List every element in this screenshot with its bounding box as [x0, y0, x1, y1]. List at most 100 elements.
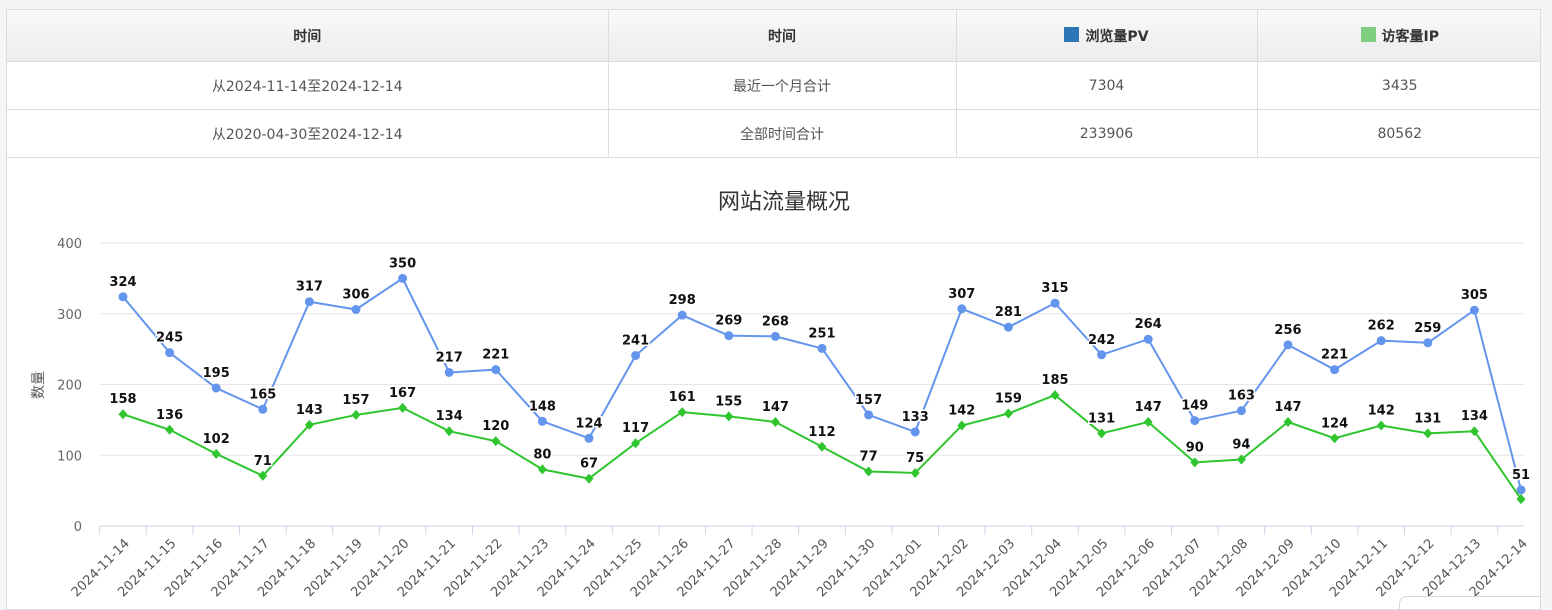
floating-tool-widget[interactable]: [1399, 596, 1540, 609]
series-1-point: [1143, 334, 1153, 344]
series-2-data-label: 147: [762, 400, 789, 415]
series-1-data-label: 51: [1512, 468, 1530, 483]
series-1-data-label: 148: [529, 399, 556, 414]
series-1-point: [1097, 350, 1107, 360]
series-1-point: [1283, 340, 1293, 350]
series-2-data-label: 136: [156, 408, 183, 423]
traffic-summary-table: 时间 时间 浏览量PV 访客量IP 从2024-11-14至2024-12-14…: [7, 10, 1540, 158]
series-2-data-label: 77: [860, 450, 878, 465]
series-2-data-label: 131: [1088, 411, 1115, 426]
traffic-line-chart: 网站流量概况 数量 01002003004002024-11-142024-11…: [31, 190, 1532, 600]
table-row: 从2020-04-30至2024-12-14 全部时间合计 233906 805…: [7, 109, 1540, 158]
series-1-data-label: 305: [1461, 288, 1488, 303]
series-2-point: [118, 409, 128, 420]
y-tick-label: 300: [57, 308, 82, 323]
row-ip: 3435: [1256, 61, 1540, 110]
series-1-data-label: 324: [109, 275, 136, 290]
header-period: 时间: [607, 10, 957, 62]
series-1-point: [1516, 485, 1526, 495]
series-2-data-label: 157: [342, 393, 369, 408]
row-ip: 80562: [1256, 109, 1540, 158]
row-time-range: 从2024-11-14至2024-12-14: [7, 61, 609, 110]
series-1-point: [910, 427, 920, 437]
series-2-point: [1236, 454, 1246, 465]
header-time-range: 时间: [7, 10, 609, 62]
series-2-point: [1050, 390, 1060, 401]
series-2-data-label: 94: [1232, 437, 1250, 452]
series-1-point: [864, 410, 874, 420]
series-2-point: [1423, 428, 1433, 439]
series-2-point: [677, 407, 687, 418]
row-time-range: 从2020-04-30至2024-12-14: [7, 109, 609, 158]
series-1-point: [537, 416, 547, 426]
series-2-data-label: 131: [1414, 411, 1441, 426]
series-1-data-label: 256: [1274, 323, 1301, 338]
chart-title: 网站流量概况: [718, 190, 850, 215]
series-2-data-label: 159: [995, 392, 1022, 407]
series-1-point: [211, 383, 221, 393]
series-1-point: [165, 348, 175, 358]
series-2-point: [1330, 433, 1340, 444]
header-ip: 访客量IP: [1256, 10, 1540, 62]
series-2-data-label: 75: [906, 451, 924, 466]
series-2-data-label: 112: [808, 425, 835, 440]
series-1-data-label: 163: [1228, 389, 1255, 404]
series-2-point: [258, 470, 268, 481]
series-1-data-label: 221: [1321, 348, 1348, 363]
series-1-data-label: 262: [1368, 319, 1395, 334]
series-1-point: [770, 331, 780, 341]
series-1-point: [1003, 322, 1013, 332]
series-1-data-label: 307: [948, 287, 975, 302]
series-2-point: [584, 473, 594, 484]
series-2-data-label: 167: [389, 386, 416, 401]
header-pv: 浏览量PV: [955, 10, 1258, 62]
series-1-data-label: 241: [622, 333, 649, 348]
series-2-point: [211, 448, 221, 459]
series-2-point: [1097, 428, 1107, 439]
series-1-point: [817, 343, 827, 353]
series-2-point: [351, 409, 361, 420]
y-tick-label: 0: [74, 520, 82, 535]
series-2-data-label: 161: [669, 390, 696, 405]
series-2-point: [631, 438, 641, 449]
series-1-point: [631, 350, 641, 360]
series-2-point: [1143, 416, 1153, 427]
series-2-data-label: 185: [1041, 373, 1068, 388]
series-1-point: [258, 404, 268, 414]
series-1-point: [677, 310, 687, 320]
series-2-point: [1469, 426, 1479, 437]
series-2-data-label: 80: [533, 447, 551, 462]
series-1-data-label: 306: [342, 288, 369, 303]
series-2-data-label: 117: [622, 421, 649, 436]
series-2-point: [817, 441, 827, 452]
series-1-data-label: 149: [1181, 399, 1208, 414]
y-tick-label: 100: [57, 449, 82, 464]
series-1-point: [351, 305, 361, 315]
series-2-data-label: 147: [1274, 400, 1301, 415]
series-2-point: [444, 426, 454, 437]
row-pv: 233906: [955, 109, 1258, 158]
series-1-data-label: 195: [203, 366, 230, 381]
series-2-point: [910, 467, 920, 478]
traffic-panel: 时间 时间 浏览量PV 访客量IP 从2024-11-14至2024-12-14…: [6, 9, 1541, 610]
series-1-data-label: 298: [669, 293, 696, 308]
series-2-point: [724, 411, 734, 422]
series-1-point: [1469, 305, 1479, 315]
series-1-data-label: 251: [808, 326, 835, 341]
series-2-point: [537, 464, 547, 475]
series-2-data-label: 90: [1186, 440, 1204, 455]
series-2-data-label: 134: [1461, 409, 1488, 424]
series-1-data-label: 264: [1135, 317, 1162, 332]
table-row: 从2024-11-14至2024-12-14 最近一个月合计 7304 3435: [7, 61, 1540, 110]
series-2-point: [1376, 420, 1386, 431]
series-1-point: [957, 304, 967, 314]
series-1-point: [1330, 365, 1340, 375]
series-1-data-label: 350: [389, 256, 416, 271]
series-2-point: [398, 402, 408, 413]
series-1-data-label: 133: [902, 410, 929, 425]
series-1-point: [1376, 336, 1386, 346]
series-1-point: [444, 367, 454, 377]
series-1-data-label: 269: [715, 314, 742, 329]
ip-legend-swatch: [1360, 26, 1376, 42]
series-2-point: [1283, 416, 1293, 427]
